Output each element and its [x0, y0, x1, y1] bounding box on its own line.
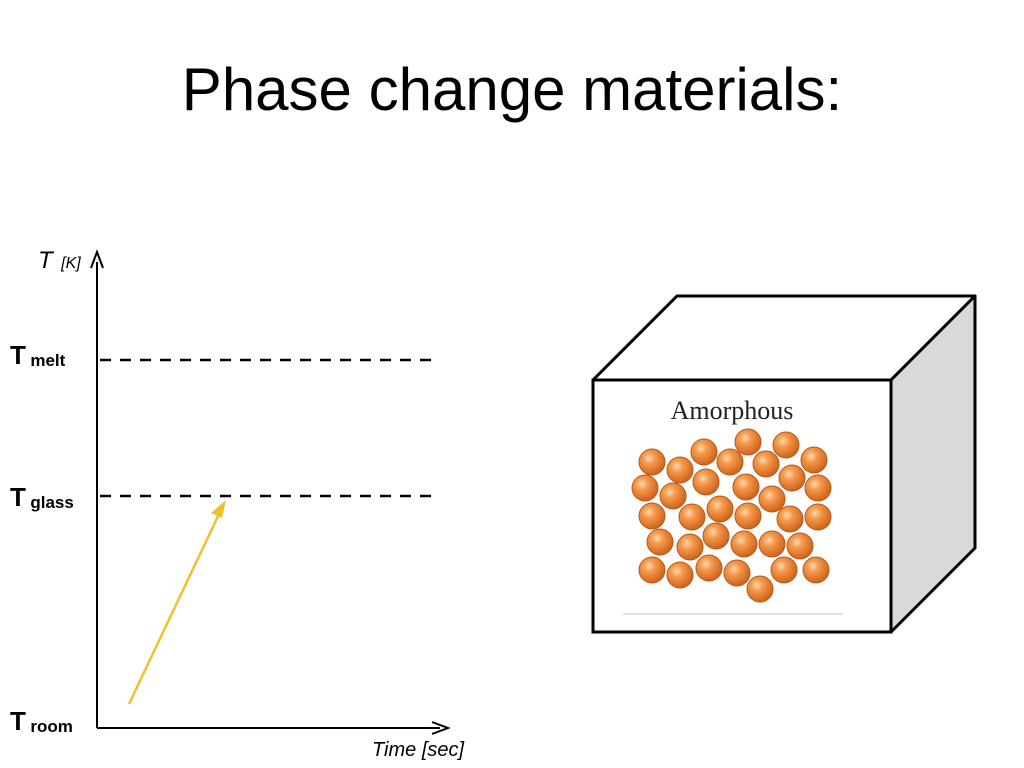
atom-sphere	[659, 482, 687, 510]
atom-sphere	[786, 532, 814, 560]
atom-sphere	[695, 554, 723, 582]
atom-sphere	[804, 474, 832, 502]
atom-sphere	[666, 561, 694, 589]
y-axis-arrowhead	[90, 249, 104, 269]
atom-sphere	[772, 431, 800, 459]
level-label-room-main: T	[10, 706, 26, 736]
atom-sphere	[732, 473, 760, 501]
level-label-room: T room	[10, 706, 73, 736]
level-label-melt: T melt	[10, 340, 66, 370]
atom-sphere	[678, 503, 706, 531]
level-label-melt-main: T	[10, 340, 26, 370]
atom-sphere	[716, 448, 744, 476]
cube-label: Amorphous	[671, 396, 794, 425]
y-axis-label: T [K]	[38, 247, 81, 274]
temperature-graph: T [K] T melt T glass T room Time [sec]	[10, 247, 465, 761]
atom-sphere	[800, 446, 828, 474]
atom-sphere	[770, 556, 798, 584]
atom-sphere	[706, 495, 734, 523]
y-axis-symbol: T	[38, 247, 55, 274]
y-axis-unit: [K]	[60, 255, 81, 272]
atom-sphere	[758, 485, 786, 513]
x-axis-label: Time [sec]	[372, 739, 465, 761]
heating-arrow	[127, 500, 226, 705]
atom-sphere	[804, 503, 832, 531]
atom-sphere	[638, 502, 666, 530]
atom-sphere	[690, 438, 718, 466]
level-label-glass-sub: glass	[30, 493, 73, 512]
level-label-glass-main: T	[10, 482, 26, 512]
atom-sphere	[692, 468, 720, 496]
atom-sphere	[638, 448, 666, 476]
atom-sphere	[734, 428, 762, 456]
amorphous-cube: Amorphous	[591, 294, 977, 634]
atom-sphere	[746, 575, 774, 603]
atom-sphere	[776, 505, 804, 533]
level-label-glass: T glass	[10, 482, 74, 512]
atom-cluster	[631, 428, 832, 603]
atom-sphere	[638, 556, 666, 584]
atom-sphere	[802, 556, 830, 584]
atom-sphere	[778, 464, 806, 492]
atom-sphere	[730, 530, 758, 558]
level-label-room-sub: room	[30, 717, 73, 736]
atom-sphere	[666, 456, 694, 484]
level-label-melt-sub: melt	[30, 351, 65, 370]
atom-sphere	[758, 530, 786, 558]
slide-title: Phase change materials:	[181, 56, 843, 123]
atom-sphere	[676, 533, 704, 561]
atom-sphere	[734, 502, 762, 530]
atom-sphere	[752, 450, 780, 478]
atom-sphere	[631, 474, 659, 502]
atom-sphere	[723, 559, 751, 587]
atom-sphere	[702, 522, 730, 550]
x-axis-arrowhead	[431, 721, 451, 735]
atom-sphere	[646, 528, 674, 556]
